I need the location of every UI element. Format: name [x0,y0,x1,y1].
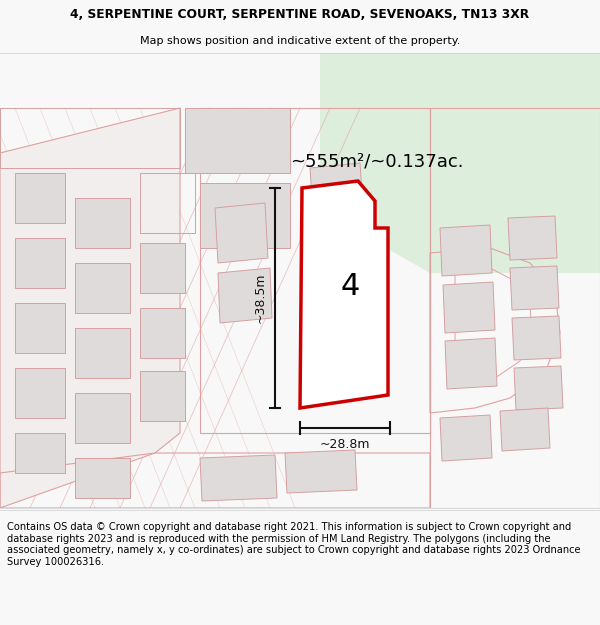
Text: 4: 4 [340,272,360,301]
Polygon shape [445,338,497,389]
Polygon shape [508,216,557,260]
Text: 4, SERPENTINE COURT, SERPENTINE ROAD, SEVENOAKS, TN13 3XR: 4, SERPENTINE COURT, SERPENTINE ROAD, SE… [70,8,530,21]
Polygon shape [440,415,492,461]
Polygon shape [443,282,495,333]
Polygon shape [75,393,130,443]
Polygon shape [510,266,559,310]
Polygon shape [200,183,290,248]
Polygon shape [312,213,367,268]
Polygon shape [15,433,65,473]
Polygon shape [512,316,561,360]
Text: ~28.8m: ~28.8m [320,438,370,451]
Polygon shape [185,108,290,173]
Polygon shape [75,198,130,248]
Text: ~555m²/~0.137ac.: ~555m²/~0.137ac. [290,152,464,170]
Polygon shape [75,458,130,498]
Text: Contains OS data © Crown copyright and database right 2021. This information is : Contains OS data © Crown copyright and d… [7,522,581,567]
Polygon shape [140,243,185,293]
Polygon shape [310,163,363,213]
Polygon shape [215,203,268,263]
Polygon shape [218,268,272,323]
Polygon shape [514,366,563,410]
Polygon shape [75,263,130,313]
Polygon shape [0,108,180,508]
Polygon shape [140,308,185,358]
Polygon shape [75,328,130,378]
Polygon shape [15,368,65,418]
Polygon shape [15,238,65,288]
Polygon shape [440,225,492,276]
Polygon shape [285,450,357,493]
Text: Map shows position and indicative extent of the property.: Map shows position and indicative extent… [140,36,460,46]
Polygon shape [200,455,277,501]
Polygon shape [500,408,550,451]
Text: ~38.5m: ~38.5m [254,272,267,323]
Polygon shape [320,53,600,273]
Polygon shape [140,371,185,421]
Polygon shape [300,181,388,408]
Polygon shape [15,303,65,353]
Polygon shape [15,173,65,223]
